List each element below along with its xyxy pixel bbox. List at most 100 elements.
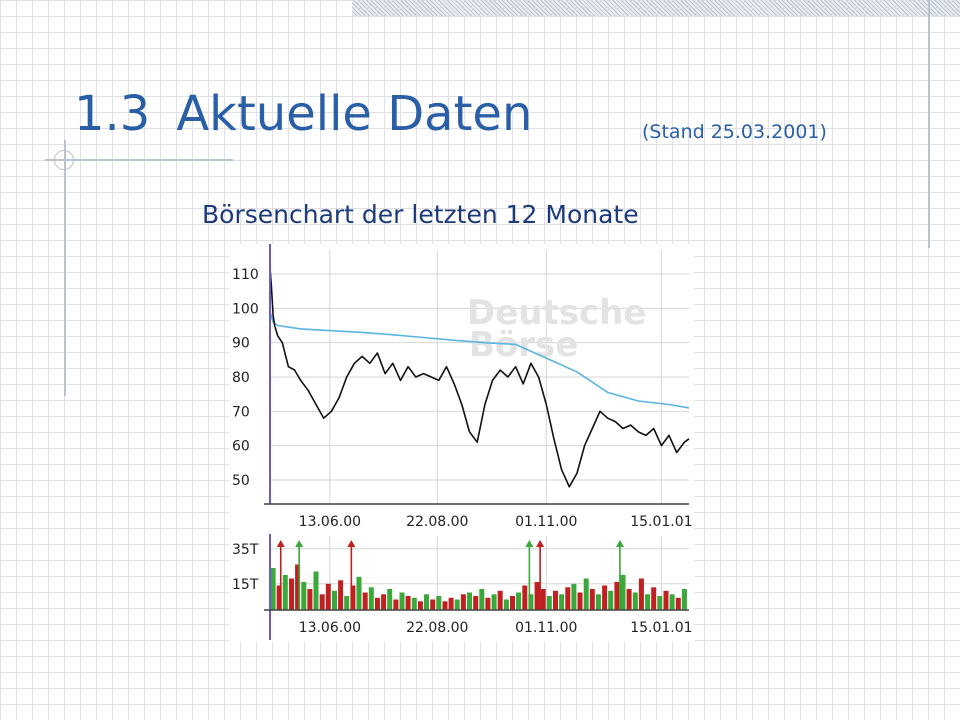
volume-bar [393,599,399,610]
volume-y-tick-label: 15T [232,577,259,593]
volume-bar [374,597,380,611]
volume-bar [546,596,552,610]
price-x-tick-label: 13.06.00 [299,514,361,530]
price-series-line [269,267,690,488]
volume-bar [454,599,460,610]
price-y-tick-label: 60 [232,439,250,455]
stand-date: (Stand 25.03.2001) [642,121,827,143]
volume-bar [270,568,276,610]
volume-bar [614,582,620,610]
slide-number: 1.3 [74,86,151,142]
volume-bar [381,594,387,611]
volume-bar [344,596,350,610]
volume-bar [411,597,417,611]
volume-bar [313,571,319,610]
price-y-tick-label: 50 [232,473,250,489]
volume-bar [325,583,331,611]
volume-bar [577,592,583,610]
slide-title-text: Aktuelle Daten [176,86,533,142]
volume-bar [301,582,307,610]
volume-x-tick-label: 13.06.00 [299,620,361,636]
chart-subtitle: Börsenchart der letzten 12 Monate [202,200,639,229]
volume-bar [528,594,534,611]
volume-bar [442,601,448,611]
volume-bar [559,594,565,611]
slide-title: 1.3 Aktuelle Daten [74,86,532,142]
price-x-tick-label: 15.01.01 [630,514,692,530]
volume-bar [571,583,577,611]
volume-spike-arrow [615,540,624,547]
volume-bar [540,589,546,610]
volume-spike-arrow [276,540,285,547]
volume-bar [608,590,614,611]
top-hatch-band [352,0,960,16]
volume-bar [467,592,472,610]
volume-bar [448,597,454,611]
volume-bar [319,594,325,611]
volume-bar [516,592,522,610]
volume-bar [387,589,393,610]
decor-vertical-line-right [928,0,930,248]
volume-bar [460,594,466,611]
volume-bar [626,589,632,610]
volume-bar [307,589,313,610]
price-y-tick-label: 110 [232,267,259,283]
volume-bar [424,594,429,611]
decor-vertical-line-left [64,140,66,396]
volume-bar [350,585,356,610]
price-x-tick-label: 01.11.00 [515,514,577,530]
volume-x-tick-label: 22.08.00 [406,620,468,636]
decor-circle [54,150,74,170]
volume-bar [338,580,344,611]
price-y-tick-label: 80 [232,370,250,386]
volume-bar [436,596,442,610]
volume-bar [657,596,663,610]
volume-spike-arrow [536,540,545,547]
volume-bar [522,585,528,610]
volume-bar [663,590,669,611]
volume-bar [681,589,687,610]
volume-bar [362,592,368,610]
volume-bar [553,590,558,611]
volume-bar [669,594,675,611]
volume-bar [620,575,626,610]
volume-x-tick-label: 15.01.01 [630,620,692,636]
volume-bar [589,589,595,610]
volume-spike-arrow [525,540,534,547]
volume-bar [399,592,405,610]
decor-horizontal-line [45,159,233,161]
volume-bar [417,601,423,611]
price-y-tick-label: 70 [232,404,250,420]
volume-bar [645,594,651,611]
volume-spike-arrow [347,540,356,547]
volume-bar [602,585,608,610]
price-y-tick-label: 90 [232,336,250,352]
volume-bar [289,578,294,610]
volume-bar [565,587,571,611]
volume-bar [632,592,638,610]
volume-bar [503,599,509,610]
volume-bar [368,587,374,611]
volume-bar [595,594,601,611]
volume-bar [510,596,515,610]
volume-bar [276,585,282,610]
volume-bar [295,564,301,610]
volume-spike-arrow [295,540,304,547]
volume-bar [583,578,589,610]
volume-y-tick-label: 35T [232,542,259,558]
volume-bar [430,599,436,610]
volume-bar [491,594,497,611]
average-series-line [269,311,690,409]
stock-chart: Deutsche Börse 110 100 90 80 70 60 50 13.06.00 22.… [229,244,694,642]
watermark-line-2: Börse [469,325,578,365]
volume-bar [282,575,288,610]
watermark-line-1: Deutsche [467,293,646,333]
volume-bar [405,596,411,610]
volume-bar [332,590,337,611]
volume-bar [534,582,540,610]
volume-bar [497,590,503,611]
volume-bar [479,589,485,610]
price-y-tick-label: 100 [232,301,259,317]
volume-bar [356,576,362,611]
